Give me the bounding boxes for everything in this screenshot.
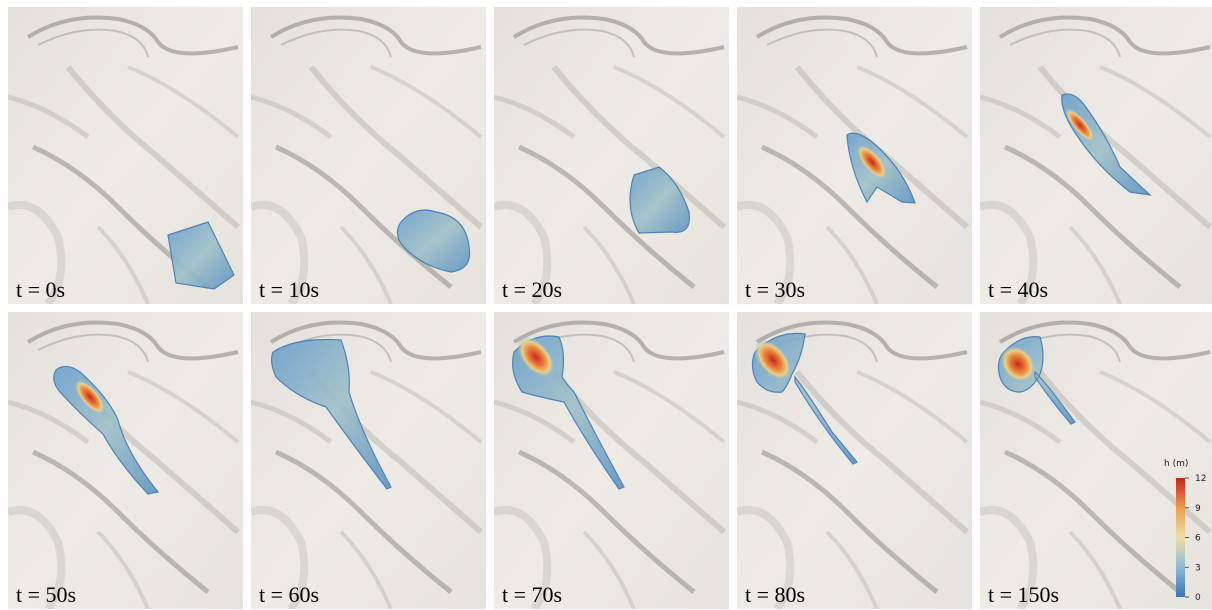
colorbar-tick-label: 3	[1195, 563, 1201, 573]
panel: t = 70s	[494, 312, 729, 609]
time-label: t = 60s	[259, 582, 319, 607]
colorbar-title: h (m)	[1164, 459, 1188, 469]
colorbar-tick-label: 6	[1195, 534, 1201, 544]
colorbar-tick-label: 9	[1195, 504, 1201, 514]
colorbar-tick-label: 12	[1195, 474, 1206, 484]
time-label: t = 70s	[502, 582, 562, 607]
panel: t = 60s	[251, 312, 486, 609]
panel: t = 50s	[8, 312, 243, 609]
panel: t = 0s	[8, 7, 243, 304]
panel: t = 30s	[737, 7, 972, 304]
panel: t = 40s	[980, 7, 1212, 304]
panel: t = 10s	[251, 7, 486, 304]
flow-depth-peak	[856, 144, 888, 180]
flow-depth-peak	[1000, 345, 1036, 383]
colorbar-tick-label: 0	[1195, 593, 1201, 603]
flow-depth-peak	[517, 336, 555, 378]
flow-depth-peak	[754, 339, 792, 381]
time-label: t = 30s	[745, 277, 805, 302]
time-label: t = 50s	[16, 582, 76, 607]
panel: t = 150s	[980, 312, 1212, 609]
time-label: t = 80s	[745, 582, 805, 607]
time-label: t = 40s	[988, 277, 1048, 302]
flow-extent	[270, 338, 392, 490]
time-label: t = 10s	[259, 277, 319, 302]
panel: t = 20s	[494, 7, 729, 304]
flow-extent	[629, 166, 690, 234]
flow-extent	[396, 209, 471, 273]
time-label: t = 0s	[16, 277, 65, 302]
colorbar	[1176, 478, 1185, 597]
flow-depth-peak	[74, 379, 106, 415]
flow-extent	[167, 221, 235, 290]
flow-depth-peak	[1064, 107, 1096, 143]
time-label: t = 20s	[502, 277, 562, 302]
panel: t = 80s	[737, 312, 972, 609]
time-label: t = 150s	[988, 582, 1059, 607]
terrain	[494, 7, 729, 304]
